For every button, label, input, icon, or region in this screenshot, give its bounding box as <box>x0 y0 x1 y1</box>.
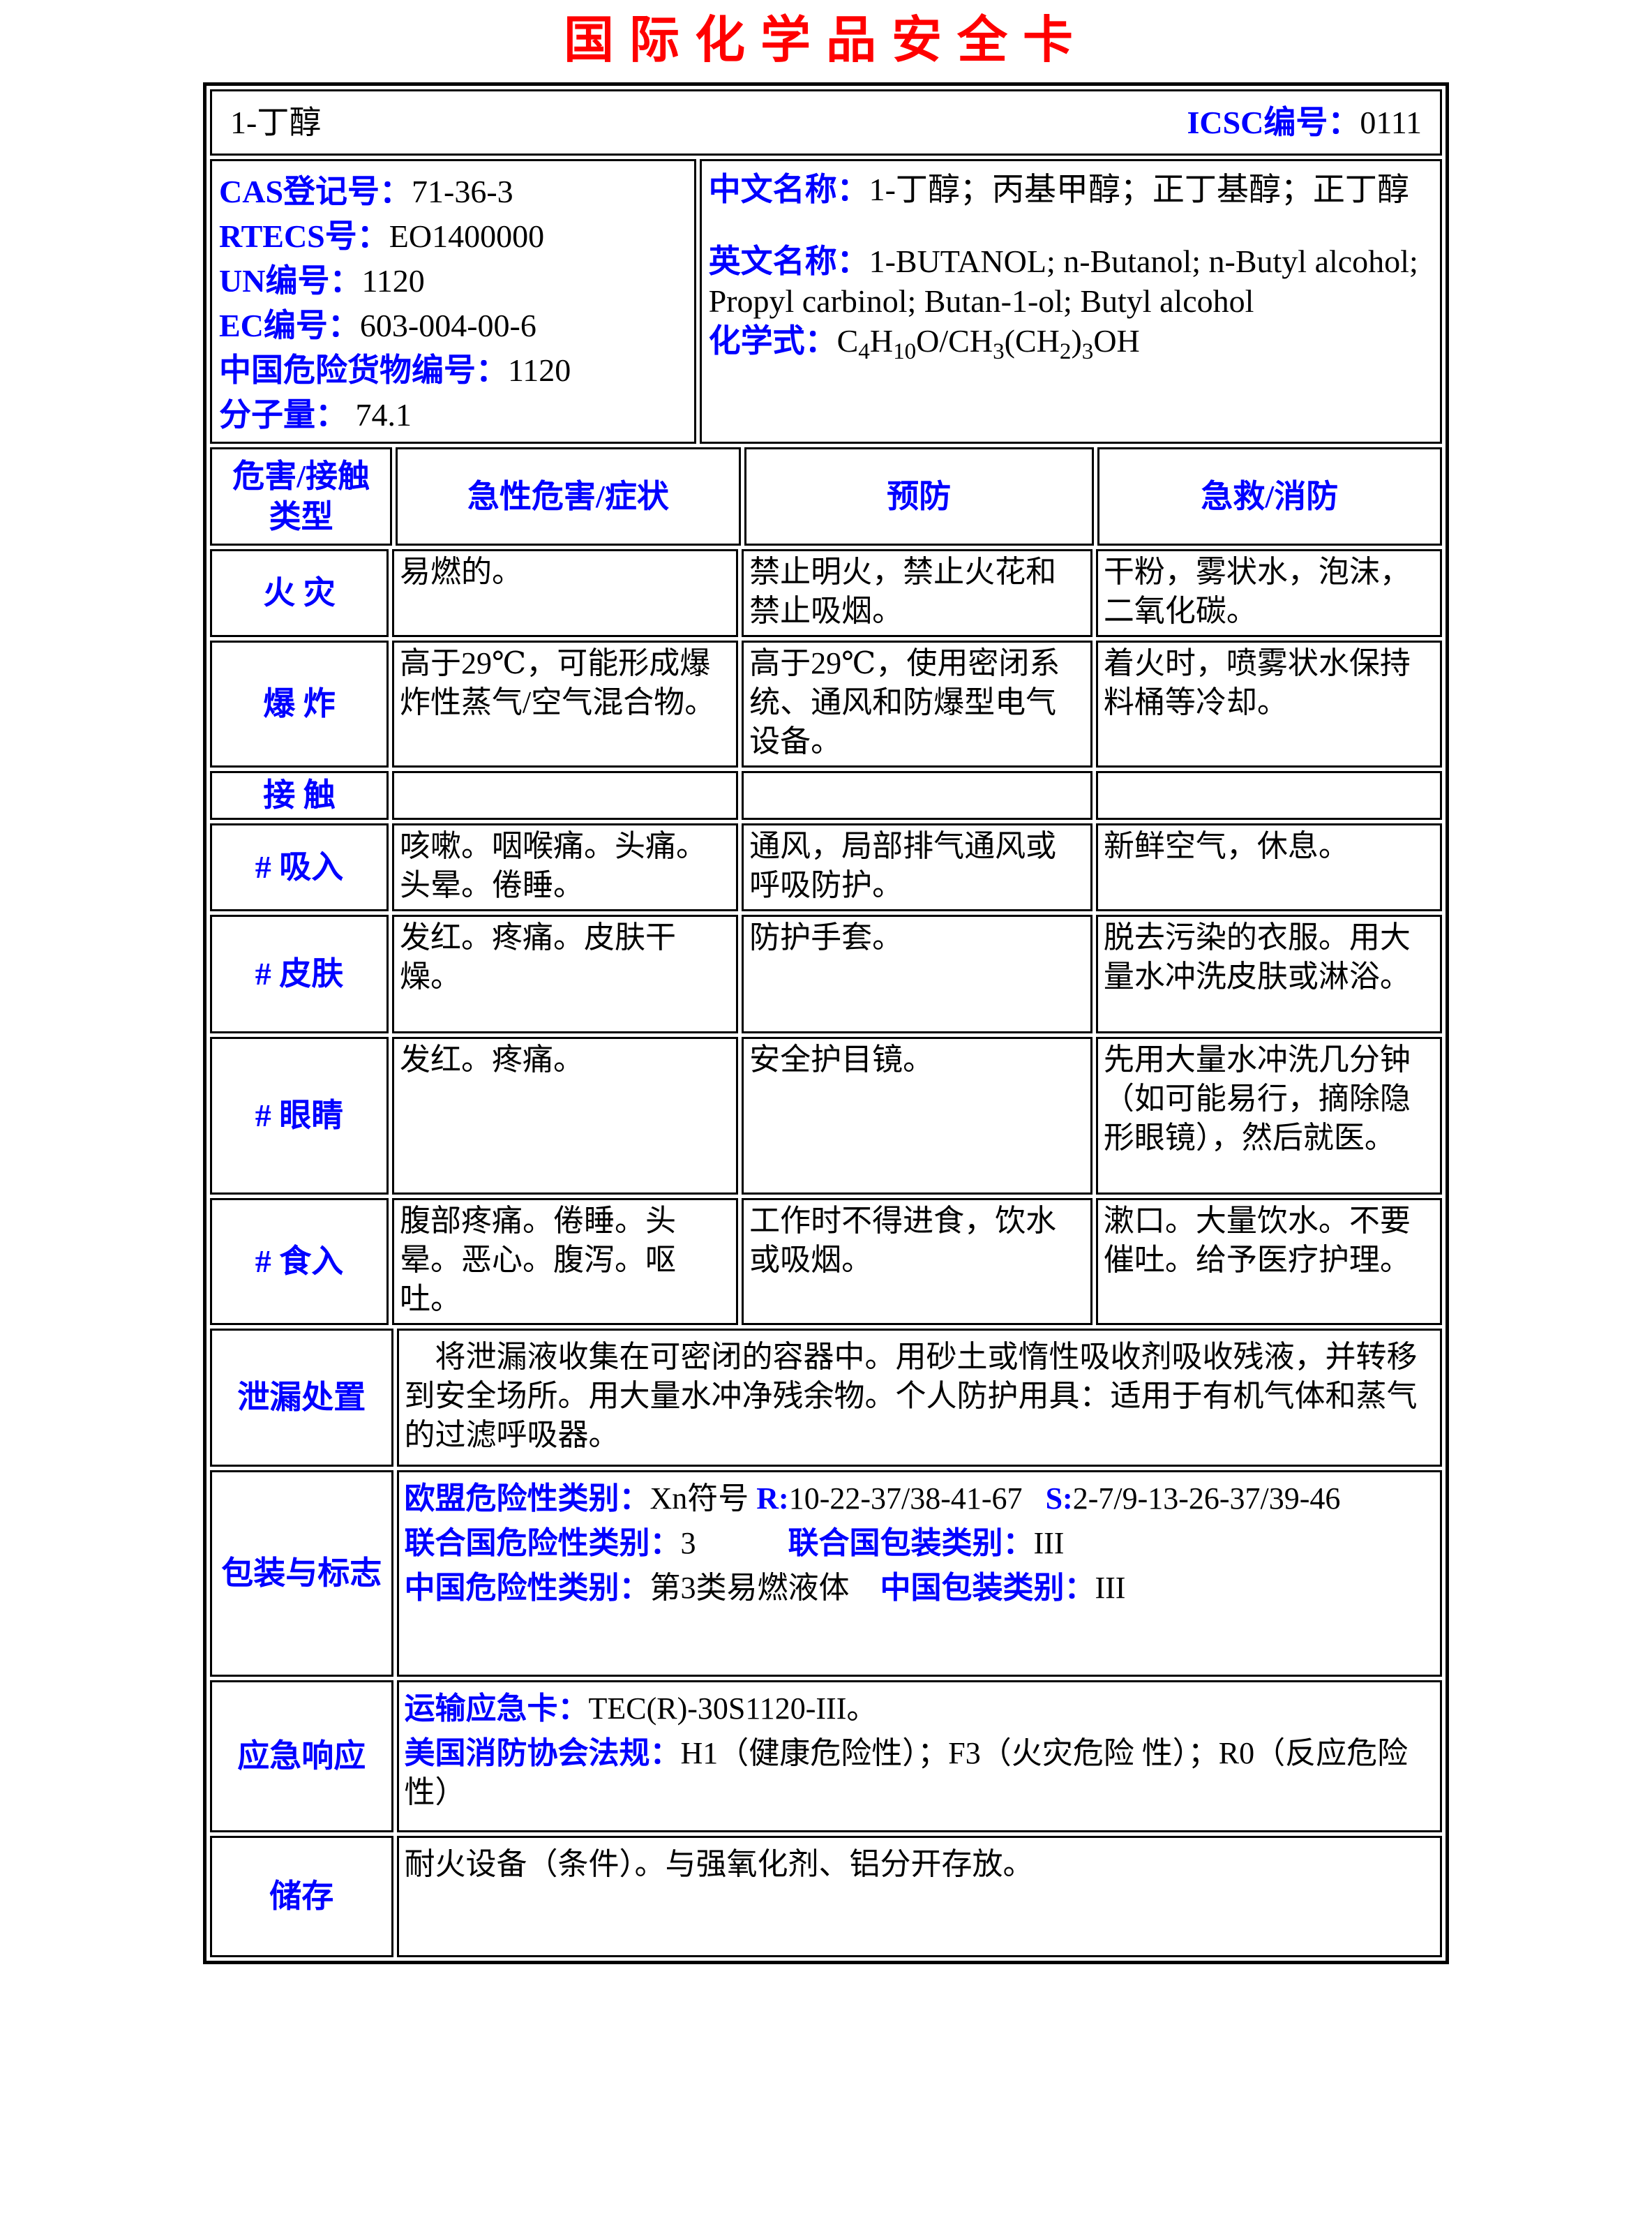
section-row: 泄漏处置 将泄漏液收集在可密闭的容器中。用砂土或惰性吸收剂吸收残液，并转移到安全… <box>210 1329 1442 1467</box>
hazard-rows-group: 火 灾 易燃的。 禁止明火，禁止火花和禁止吸烟。 干粉，雾状水，泡沫，二氧化碳。… <box>210 549 1442 1325</box>
section-label: 应急响应 <box>210 1680 393 1832</box>
section-label: 储存 <box>210 1836 393 1957</box>
hazard-response-cell: 新鲜空气，休息。 <box>1095 823 1442 911</box>
hazard-row: # 吸入 咳嗽。咽喉痛。头痛。头晕。倦睡。 通风，局部排气通风或呼吸防护。 新鲜… <box>210 823 1442 911</box>
hazard-header-prevention: 预防 <box>744 447 1094 546</box>
hazard-symptoms-cell: 腹部疼痛。倦睡。头晕。恶心。腹泻。呕吐。 <box>391 1198 739 1325</box>
section-content-cell: 将泄漏液收集在可密闭的容器中。用砂土或惰性吸收剂吸收残液，并转移到安全场所。用大… <box>396 1329 1442 1467</box>
icsc-number: ICSC编号：0111 <box>1187 104 1422 140</box>
hazard-prevention-cell: 通风，局部排气通风或呼吸防护。 <box>742 823 1092 911</box>
hazard-row-label: 火 灾 <box>210 549 389 637</box>
hazard-symptoms-cell <box>391 771 739 820</box>
hazard-prevention-cell: 防护手套。 <box>742 915 1092 1033</box>
hazard-symptoms-cell: 发红。疼痛。 <box>391 1037 739 1195</box>
hazard-symptoms-cell: 易燃的。 <box>391 549 739 637</box>
page-title: 国际化学品安全卡 <box>563 13 1088 68</box>
names-formula-cell: 中文名称：1-丁醇；丙基甲醇；正丁基醇；正丁醇 英文名称：1-BUTANOL; n… <box>699 159 1442 444</box>
hazard-response-cell: 着火时，喷雾状水保持料桶等冷却。 <box>1095 641 1442 768</box>
section-content-cell: 欧盟危险性类别：Xn符号 R:10-22-37/38-41-67 S:2-7/9… <box>396 1470 1442 1677</box>
card-header-cell: 1-丁醇 ICSC编号：0111 <box>210 89 1442 156</box>
hazard-row-label: # 食入 <box>210 1198 389 1325</box>
hazard-prevention-cell: 工作时不得进食，饮水或吸烟。 <box>742 1198 1092 1325</box>
hazard-header-response: 急救/消防 <box>1097 447 1442 546</box>
card-header-row: 1-丁醇 ICSC编号：0111 <box>210 89 1442 156</box>
hazard-prevention-cell: 高于29℃，使用密闭系统、通风和防爆型电气设备。 <box>742 641 1092 768</box>
hazard-prevention-cell: 安全护目镜。 <box>742 1037 1092 1195</box>
section-rows-group: 泄漏处置 将泄漏液收集在可密闭的容器中。用砂土或惰性吸收剂吸收残液，并转移到安全… <box>210 1329 1442 1957</box>
hazard-row: 火 灾 易燃的。 禁止明火，禁止火花和禁止吸烟。 干粉，雾状水，泡沫，二氧化碳。 <box>210 549 1442 637</box>
hazard-row: # 皮肤 发红。疼痛。皮肤干燥。 防护手套。 脱去污染的衣服。用大量水冲洗皮肤或… <box>210 915 1442 1033</box>
hazard-symptoms-cell: 高于29℃，可能形成爆炸性蒸气/空气混合物。 <box>391 641 739 768</box>
section-content-cell: 耐火设备（条件）。与强氧化剂、铝分开存放。 <box>396 1836 1442 1957</box>
section-row: 储存 耐火设备（条件）。与强氧化剂、铝分开存放。 <box>210 1836 1442 1957</box>
hazard-table-header-row: 危害/接触 类型 急性危害/症状 预防 急救/消防 <box>210 447 1442 546</box>
hazard-response-cell: 先用大量水冲洗几分钟（如可能易行，摘除隐形眼镜），然后就医。 <box>1095 1037 1442 1195</box>
identification-row: CAS登记号：71-36-3 RTECS号：EO1400000 UN编号：1120 E… <box>210 159 1442 444</box>
substance-name: 1-丁醇 <box>230 104 322 140</box>
hazard-row: # 食入 腹部疼痛。倦睡。头晕。恶心。腹泻。呕吐。 工作时不得进食，饮水或吸烟。… <box>210 1198 1442 1325</box>
hazard-prevention-cell: 禁止明火，禁止火花和禁止吸烟。 <box>742 549 1092 637</box>
section-row: 包装与标志 欧盟危险性类别：Xn符号 R:10-22-37/38-41-67 S… <box>210 1470 1442 1677</box>
hazard-row-label: # 吸入 <box>210 823 389 911</box>
hazard-row: # 眼睛 发红。疼痛。 安全护目镜。 先用大量水冲洗几分钟（如可能易行，摘除隐形… <box>210 1037 1442 1195</box>
section-content-cell: 运输应急卡：TEC(R)-30S1120-III。 美国消防协会法规：H1（健康危… <box>396 1680 1442 1832</box>
hazard-symptoms-cell: 发红。疼痛。皮肤干燥。 <box>391 915 739 1033</box>
section-row: 应急响应 运输应急卡：TEC(R)-30S1120-III。 美国消防协会法规：H… <box>210 1680 1442 1832</box>
section-label: 泄漏处置 <box>210 1329 393 1467</box>
hazard-header-symptoms: 急性危害/症状 <box>396 447 741 546</box>
hazard-response-cell <box>1095 771 1442 820</box>
section-label: 包装与标志 <box>210 1470 393 1677</box>
icsc-card: 1-丁醇 ICSC编号：0111 CAS登记号：71-36-3 RTECS号：EO… <box>203 82 1449 1964</box>
hazard-row-label: 爆 炸 <box>210 641 389 768</box>
identifiers-cell: CAS登记号：71-36-3 RTECS号：EO1400000 UN编号：1120 E… <box>210 159 696 444</box>
hazard-symptoms-cell: 咳嗽。咽喉痛。头痛。头晕。倦睡。 <box>391 823 739 911</box>
hazard-response-cell: 脱去污染的衣服。用大量水冲洗皮肤或淋浴。 <box>1095 915 1442 1033</box>
hazard-row: 接 触 <box>210 771 1442 820</box>
hazard-header-type: 危害/接触 类型 <box>210 447 393 546</box>
hazard-prevention-cell <box>742 771 1092 820</box>
hazard-row: 爆 炸 高于29℃，可能形成爆炸性蒸气/空气混合物。 高于29℃，使用密闭系统、… <box>210 641 1442 768</box>
hazard-response-cell: 干粉，雾状水，泡沫，二氧化碳。 <box>1095 549 1442 637</box>
hazard-row-label: # 皮肤 <box>210 915 389 1033</box>
hazard-row-label: 接 触 <box>210 771 389 820</box>
hazard-row-label: # 眼睛 <box>210 1037 389 1195</box>
hazard-response-cell: 漱口。大量饮水。不要催吐。给予医疗护理。 <box>1095 1198 1442 1325</box>
